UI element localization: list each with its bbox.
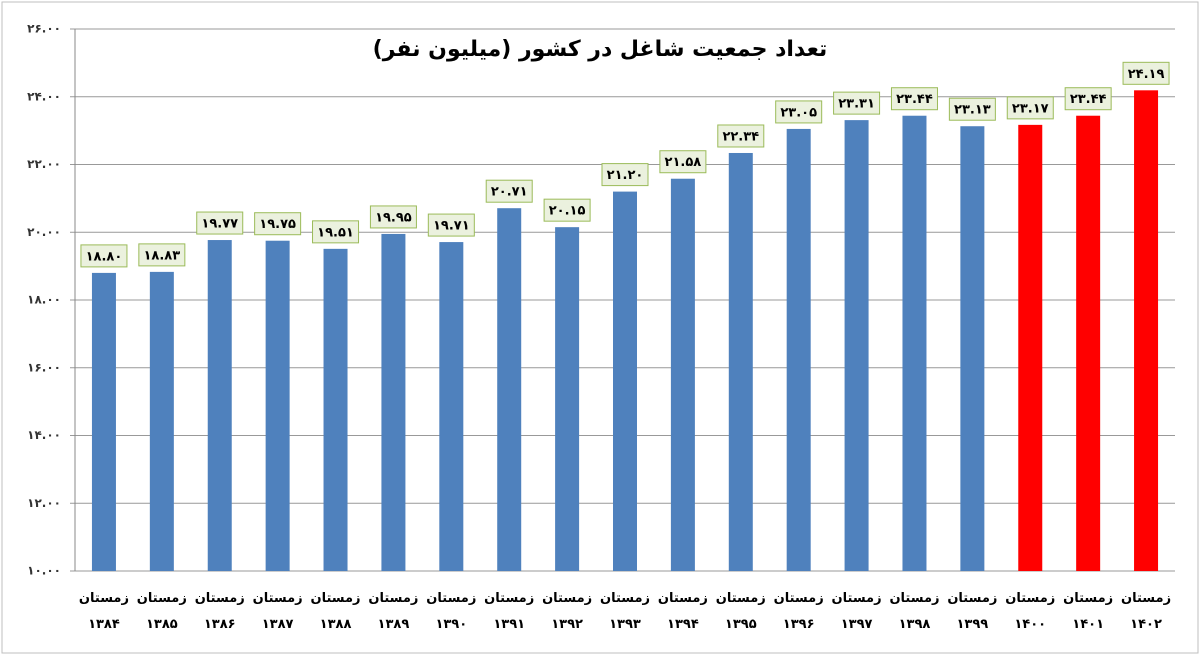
x-tick-label: زمستان ۱۳۸۶ — [194, 591, 245, 632]
value-label-box — [717, 124, 765, 148]
x-tick-label: زمستان ۱۳۹۲ — [542, 591, 593, 632]
value-label: ۱۸.۸۰ — [86, 249, 123, 264]
value-label: ۲۳.۴۴ — [896, 92, 933, 107]
value-label-box — [833, 91, 881, 115]
value-label-box — [254, 212, 302, 236]
y-tick-label: ۱۰.۰۰ — [27, 564, 61, 578]
value-label-box — [1122, 61, 1170, 85]
bar — [786, 128, 811, 571]
value-label-box — [138, 243, 186, 267]
value-label-box — [427, 213, 475, 237]
x-tick-label: زمستان ۱۴۰۰ — [1005, 591, 1056, 632]
value-label-box — [890, 87, 938, 111]
y-tick-label: ۲۴.۰۰ — [27, 89, 61, 103]
value-label: ۲۱.۲۰ — [607, 168, 644, 183]
value-label-box — [948, 97, 996, 121]
bar — [323, 248, 348, 571]
value-label: ۲۳.۰۵ — [780, 105, 817, 120]
value-label-box — [485, 179, 533, 203]
y-tick-label: ۱۲.۰۰ — [27, 496, 61, 510]
x-tick-label: زمستان ۱۳۹۱ — [484, 591, 535, 632]
y-tick-label: ۲۶.۰۰ — [27, 22, 61, 36]
value-label-box — [369, 205, 417, 229]
value-label: ۲۳.۱۷ — [1012, 101, 1049, 116]
bar — [844, 120, 869, 571]
bar — [497, 208, 522, 572]
value-label: ۱۹.۵۱ — [317, 225, 354, 240]
bar — [207, 240, 232, 571]
value-label: ۲۳.۳۱ — [838, 97, 875, 112]
y-tick-label: ۲۲.۰۰ — [27, 157, 61, 171]
x-tick-label: زمستان ۱۳۹۰ — [426, 591, 477, 632]
bar — [1018, 124, 1043, 572]
y-tick-label: ۱۴.۰۰ — [27, 428, 61, 442]
value-label-box — [659, 150, 707, 174]
bar — [149, 271, 174, 571]
bar — [439, 242, 464, 572]
value-label-box — [312, 220, 360, 244]
x-tick-label: زمستان ۱۳۹۷ — [831, 591, 882, 632]
value-label: ۲۲.۳۴ — [722, 129, 759, 144]
x-tick-label: زمستان ۱۴۰۱ — [1063, 591, 1114, 632]
x-tick-label: زمستان ۱۳۹۸ — [889, 591, 940, 632]
bar — [960, 126, 985, 571]
x-tick-label: زمستان ۱۳۸۷ — [252, 591, 303, 632]
value-label: ۱۹.۷۱ — [433, 219, 470, 234]
x-tick-label: زمستان ۱۴۰۲ — [1121, 591, 1172, 632]
value-label: ۲۳.۴۴ — [1070, 92, 1107, 107]
bar — [670, 178, 695, 572]
bar — [381, 233, 406, 571]
value-label: ۱۹.۷۵ — [259, 217, 296, 232]
bar — [902, 115, 927, 571]
x-tick-label: زمستان ۱۳۹۴ — [657, 591, 708, 632]
x-tick-label: زمستان ۱۳۸۴ — [78, 591, 129, 632]
x-tick-label: زمستان ۱۳۸۵ — [136, 591, 187, 632]
bar — [555, 227, 580, 571]
x-tick-label: زمستان ۱۳۹۶ — [773, 591, 824, 632]
bar — [728, 152, 753, 572]
value-label: ۱۹.۹۵ — [375, 210, 412, 225]
value-label: ۱۸.۸۳ — [143, 248, 180, 263]
value-label: ۲۰.۱۵ — [549, 204, 586, 219]
value-label: ۲۳.۱۳ — [954, 103, 991, 118]
bar — [613, 191, 637, 571]
bar — [1134, 90, 1159, 571]
x-tick-label: زمستان ۱۳۹۳ — [599, 591, 651, 632]
value-label: ۲۰.۷۱ — [491, 185, 528, 200]
bar — [91, 272, 116, 571]
value-label: ۱۹.۷۷ — [201, 217, 238, 232]
value-label-box — [1064, 87, 1112, 111]
value-label: ۲۱.۵۸ — [665, 155, 702, 170]
x-tick-label: زمستان ۱۳۹۹ — [947, 591, 998, 632]
bar — [265, 240, 290, 571]
value-label-box — [1006, 96, 1054, 120]
chart-title: تعداد جمعیت شاغل در کشور (میلیون نفر) — [373, 37, 828, 62]
x-tick-label: زمستان ۱۳۸۸ — [310, 591, 361, 632]
y-tick-label: ۱۸.۰۰ — [27, 293, 61, 307]
y-tick-label: ۲۰.۰۰ — [27, 225, 61, 239]
bar — [1076, 115, 1101, 571]
value-label-box — [601, 163, 649, 187]
x-tick-label: زمستان ۱۳۸۹ — [368, 591, 419, 632]
value-label-box — [196, 211, 244, 235]
x-tick-label: زمستان ۱۳۹۵ — [715, 591, 766, 632]
y-tick-label: ۱۶.۰۰ — [27, 360, 61, 374]
value-label-box — [543, 198, 591, 222]
value-label-box — [80, 244, 128, 268]
value-label: ۲۴.۱۹ — [1128, 67, 1165, 82]
value-label-box — [775, 100, 823, 124]
